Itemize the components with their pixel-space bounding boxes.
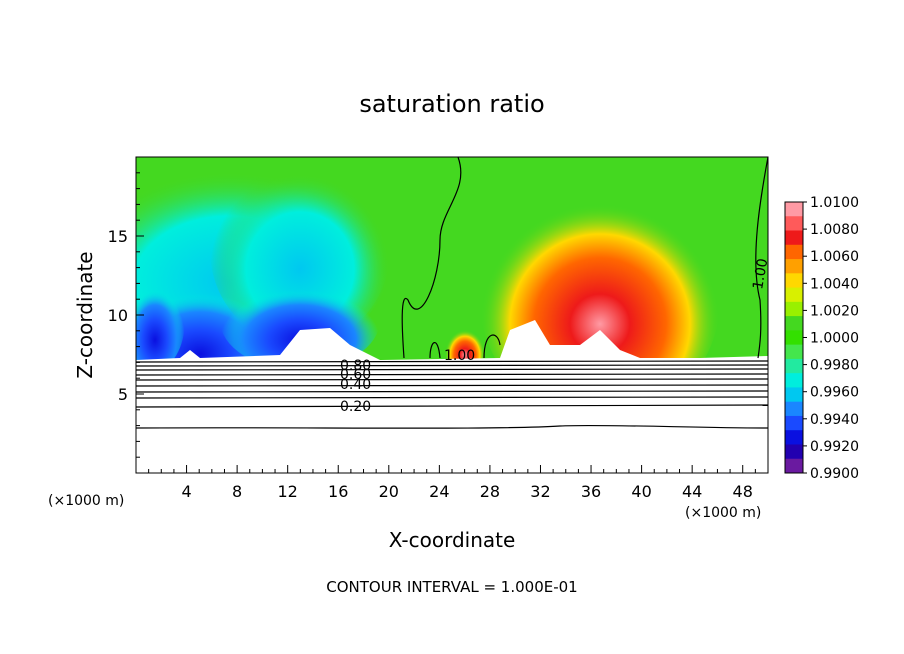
colorbar-tick-label: 0.9920 xyxy=(810,439,859,455)
x-tick-label: 36 xyxy=(581,482,601,501)
chart-title: saturation ratio xyxy=(359,90,544,118)
colorbar: 1.0100 1.0080 1.0060 1.0040 1.0020 1.0000 0.99… xyxy=(784,195,859,482)
colorbar-tick-label: 1.0080 xyxy=(810,222,859,238)
colorbar-tick-label: 1.0040 xyxy=(810,276,859,292)
colorbar-swatch xyxy=(785,330,803,346)
colorbar-swatch xyxy=(785,401,803,417)
colorbar-tick-label: 0.9960 xyxy=(810,385,859,401)
colorbar-swatch xyxy=(785,230,803,246)
colorbar-swatch xyxy=(785,273,803,289)
y-axis-label: Z-coordinate xyxy=(73,251,97,378)
contour-label: 1.00 xyxy=(750,257,771,290)
x-tick-label: 8 xyxy=(232,482,242,501)
contour-label: 0.60 xyxy=(340,367,371,383)
x-tick-label: 16 xyxy=(328,482,348,501)
colorbar-swatch xyxy=(785,202,803,217)
colorbar-swatch xyxy=(785,216,803,232)
colorbar-swatch xyxy=(785,458,803,474)
colorbar-tick-label: 1.0000 xyxy=(810,331,859,347)
colorbar-tick-label: 0.9900 xyxy=(810,466,859,482)
colorbar-tick-label: 1.0020 xyxy=(810,303,859,319)
x-axis-label: X-coordinate xyxy=(389,528,516,552)
colorbar-tick-label: 1.0100 xyxy=(810,195,859,211)
x-tick-label: 12 xyxy=(278,482,298,501)
x-tick-label: 4 xyxy=(181,482,191,501)
plot-area xyxy=(136,157,768,473)
colorbar-tick-label: 0.9980 xyxy=(810,358,859,374)
x-units-right: (×1000 m) xyxy=(685,505,761,521)
x-tick-label: 32 xyxy=(530,482,550,501)
colorbar-swatch xyxy=(785,430,803,445)
colorbar-swatch xyxy=(785,287,803,303)
colorbar-swatch xyxy=(785,387,803,403)
colorbar-swatch xyxy=(785,415,803,431)
contour-lines xyxy=(136,157,768,429)
contour-labels: 0.80 0.60 0.40 0.20 1.00 1.00 xyxy=(340,257,771,415)
contour-label: 1.00 xyxy=(444,348,475,364)
colorbar-swatch xyxy=(785,358,803,374)
contour-label: 0.80 xyxy=(340,358,371,374)
colorbar-swatch xyxy=(785,301,803,317)
x-tick-label: 48 xyxy=(733,482,753,501)
y-axis: 5 10 15 xyxy=(108,172,144,458)
x-tick-label: 40 xyxy=(631,482,651,501)
colorbar-swatch xyxy=(785,259,803,274)
y-tick-label: 15 xyxy=(108,227,128,246)
colorbar-swatch xyxy=(785,316,803,331)
y-tick-label: 5 xyxy=(118,385,128,404)
colorbar-tick-label: 1.0060 xyxy=(810,249,859,265)
colorbar-swatch xyxy=(785,373,803,388)
colorbar-swatch xyxy=(785,344,803,360)
colorbar-swatch xyxy=(785,444,803,460)
x-units-left: (×1000 m) xyxy=(48,493,124,509)
x-tick-label: 44 xyxy=(682,482,702,501)
colorbar-swatch xyxy=(785,244,803,260)
y-tick-label: 10 xyxy=(108,306,128,325)
contour-label: 0.40 xyxy=(340,377,371,393)
x-tick-label: 24 xyxy=(429,482,449,501)
contour-interval-note: CONTOUR INTERVAL = 1.000E-01 xyxy=(326,578,577,596)
x-tick-label: 28 xyxy=(480,482,500,501)
x-axis: 4 8 12 16 20 24 28 32 36 40 44 48 xyxy=(148,465,769,501)
colorbar-tick-label: 0.9940 xyxy=(810,412,859,428)
contour-label: 0.20 xyxy=(340,399,371,415)
x-tick-label: 20 xyxy=(379,482,399,501)
